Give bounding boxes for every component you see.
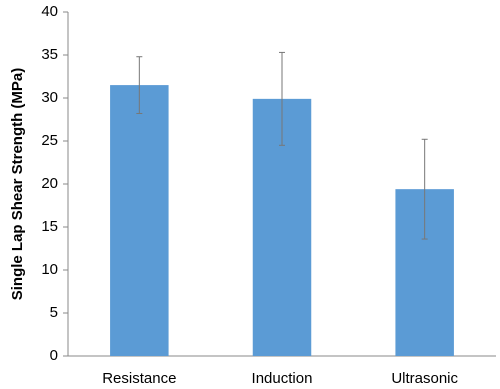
error-bar — [279, 51, 285, 146]
y-tick-label: 40 — [41, 3, 58, 20]
y-tick-label: 20 — [41, 175, 58, 192]
y-axis-title: Single Lap Shear Strength (MPa) — [9, 68, 26, 301]
y-tick-label: 25 — [41, 132, 58, 149]
error-bar — [136, 56, 143, 114]
y-tick-label: 10 — [41, 261, 58, 278]
y-tick-label: 30 — [41, 89, 58, 106]
error-bar — [421, 138, 428, 240]
x-tick-label: Resistance — [102, 370, 176, 387]
y-tick-label: 5 — [50, 304, 58, 321]
x-tick-label: Induction — [252, 370, 313, 387]
bar — [110, 85, 169, 356]
y-tick-label: 15 — [41, 218, 58, 235]
y-tick-label: 35 — [41, 46, 58, 63]
x-tick-label: Ultrasonic — [391, 370, 458, 387]
y-tick-label: 0 — [50, 347, 58, 364]
